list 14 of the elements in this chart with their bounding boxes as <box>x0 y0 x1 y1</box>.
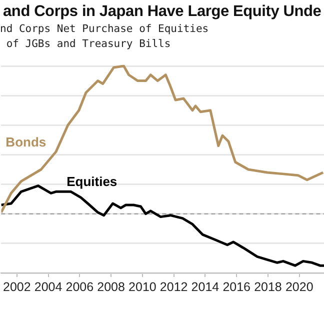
x-tick-label: 2016 <box>222 280 251 294</box>
x-tick-label: 2008 <box>97 280 126 294</box>
x-tick-label: 2020 <box>285 280 314 294</box>
x-tick-label: 2006 <box>66 280 94 294</box>
series-label: Equities <box>66 174 118 189</box>
x-tick-label: 2012 <box>160 280 188 294</box>
series-label: Bonds <box>6 134 46 150</box>
x-tick-label: 2018 <box>254 280 282 294</box>
chart-subtitle: nd Corps Net Purchase of Equities of JGBs and Treasury Bills <box>0 22 209 52</box>
x-tick-label: 2010 <box>128 280 156 294</box>
x-tick-label: 2014 <box>191 280 220 294</box>
x-tick-label: 2004 <box>34 280 62 294</box>
chart-title: and Corps in Japan Have Large Equity Unde <box>3 3 322 21</box>
x-tick-label: 2002 <box>3 280 31 294</box>
